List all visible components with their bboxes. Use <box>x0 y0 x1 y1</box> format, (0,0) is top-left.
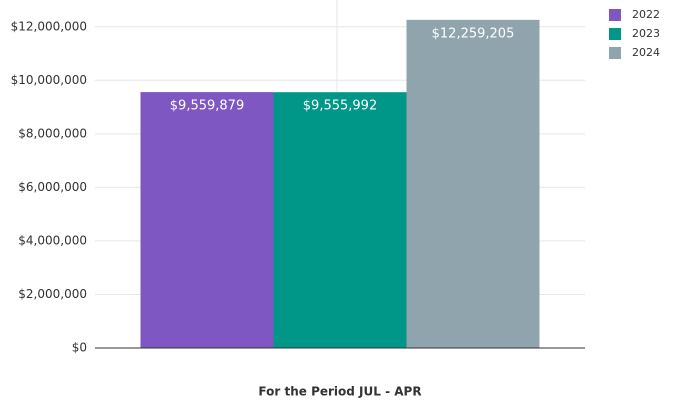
legend-label: 2022 <box>632 8 660 21</box>
legend-label: 2024 <box>632 46 660 59</box>
y-tick-label: $4,000,000 <box>18 233 87 247</box>
bar <box>140 92 274 349</box>
legend-label: 2023 <box>632 27 660 40</box>
legend-swatch <box>609 9 621 21</box>
y-tick-label: $6,000,000 <box>18 180 87 194</box>
legend-swatch <box>609 28 621 40</box>
x-tick-label: For the Period JUL - APR <box>258 385 421 399</box>
legend-swatch <box>609 47 621 59</box>
value-label: $9,555,992 <box>303 99 377 114</box>
bar <box>273 92 407 348</box>
y-tick-label: $2,000,000 <box>18 287 87 301</box>
y-tick-label: $12,000,000 <box>11 19 87 33</box>
y-tick-label: $8,000,000 <box>18 126 87 140</box>
bar <box>406 19 540 349</box>
y-tick-label: $0 <box>72 341 87 355</box>
y-tick-label: $10,000,000 <box>11 73 87 87</box>
value-label: $12,259,205 <box>432 26 515 41</box>
value-label: $9,559,879 <box>170 99 244 114</box>
